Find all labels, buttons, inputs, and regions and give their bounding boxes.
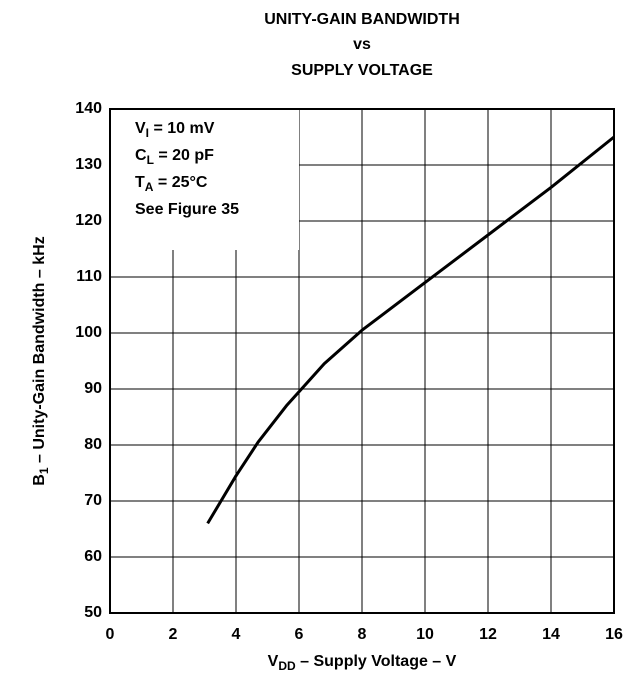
chart-title: vs [353, 36, 371, 53]
annotation-rest: = 20 pF [154, 147, 214, 164]
y-tick-label: 100 [75, 324, 102, 341]
annotation-rest: = 10 mV [149, 120, 215, 137]
annotation: See Figure 35 [135, 201, 239, 218]
y-tick-label: 80 [84, 436, 102, 453]
y-tick-label: 130 [75, 156, 102, 173]
y-tick-label: 50 [84, 604, 102, 621]
data-line [206, 135, 615, 525]
x-tick-label: 0 [106, 626, 115, 643]
chart-title: SUPPLY VOLTAGE [291, 62, 433, 79]
y-tick-label: 120 [75, 212, 102, 229]
x-tick-label: 12 [479, 626, 497, 643]
y-axis-label-sub: 1 [37, 467, 51, 474]
x-axis-label: VDD – Supply Voltage – V [268, 653, 457, 673]
annotation-main: See Figure 35 [135, 201, 239, 218]
annotation-main: C [135, 147, 147, 164]
annotation-rest: = 25°C [153, 174, 207, 191]
y-axis-label: B1 – Unity-Gain Bandwidth – kHz [31, 236, 51, 485]
y-tick-label: 60 [84, 548, 102, 565]
annotation: TA = 25°C [135, 174, 208, 194]
y-tick-label: 70 [84, 492, 102, 509]
x-tick-label: 8 [358, 626, 367, 643]
annotation: CL = 20 pF [135, 147, 214, 167]
annotation-sub: L [147, 153, 154, 167]
x-axis-label-sub: DD [278, 659, 296, 673]
y-tick-label: 90 [84, 380, 102, 397]
plot-frame [109, 108, 615, 614]
legend-box [111, 110, 299, 250]
x-tick-label: 4 [232, 626, 241, 643]
y-axis-label-main: B [31, 474, 48, 486]
annotation-main: T [135, 174, 145, 191]
annotation-main: V [135, 120, 146, 137]
x-tick-label: 14 [542, 626, 560, 643]
x-tick-label: 6 [295, 626, 304, 643]
x-tick-label: 10 [416, 626, 434, 643]
y-axis-label-rest: – Unity-Gain Bandwidth – kHz [31, 236, 48, 467]
chart-title: UNITY-GAIN BANDWIDTH [264, 11, 460, 28]
x-tick-label: 2 [169, 626, 178, 643]
y-tick-label: 140 [75, 100, 102, 117]
annotation-sub: A [145, 180, 154, 194]
annotation-sub: I [146, 126, 149, 140]
annotation: VI = 10 mV [135, 120, 215, 140]
y-tick-label: 110 [76, 268, 102, 285]
x-tick-label: 16 [605, 626, 623, 643]
x-axis-label-rest: – Supply Voltage – V [296, 653, 457, 670]
x-axis-label-main: V [268, 653, 279, 670]
